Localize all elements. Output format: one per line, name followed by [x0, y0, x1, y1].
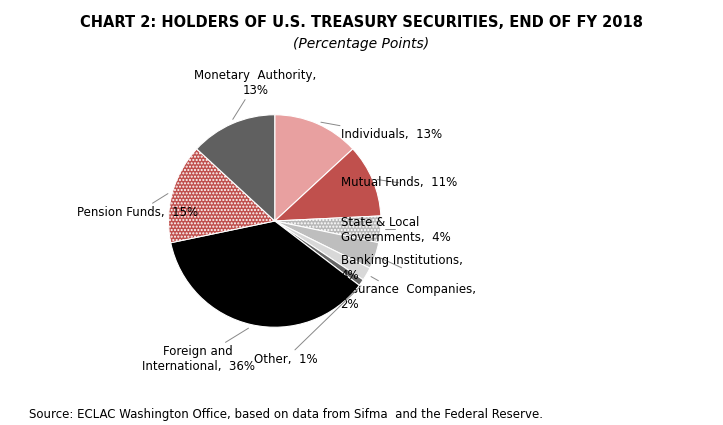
Text: Insurance  Companies,
2%: Insurance Companies, 2% [341, 277, 476, 312]
Wedge shape [168, 149, 275, 243]
Text: Source: ECLAC Washington Office, based on data from Sifma  and the Federal Reser: Source: ECLAC Washington Office, based o… [29, 408, 543, 421]
Text: Individuals,  13%: Individuals, 13% [321, 122, 442, 142]
Wedge shape [275, 115, 353, 221]
Text: (Percentage Points): (Percentage Points) [294, 37, 429, 51]
Text: Foreign and
International,  36%: Foreign and International, 36% [142, 328, 254, 373]
Text: Banking Institutions,
4%: Banking Institutions, 4% [341, 254, 463, 282]
Wedge shape [197, 115, 275, 221]
Wedge shape [275, 221, 370, 280]
Wedge shape [275, 221, 379, 268]
Text: Monetary  Authority,
13%: Monetary Authority, 13% [194, 69, 317, 119]
Wedge shape [275, 149, 381, 221]
Text: Mutual Funds,  11%: Mutual Funds, 11% [341, 176, 457, 189]
Text: CHART 2: HOLDERS OF U.S. TREASURY SECURITIES, END OF FY 2018: CHART 2: HOLDERS OF U.S. TREASURY SECURI… [80, 15, 643, 30]
Wedge shape [275, 221, 363, 285]
Wedge shape [171, 221, 359, 327]
Text: State & Local
Governments,  4%: State & Local Governments, 4% [341, 215, 450, 244]
Text: Pension Funds,  15%: Pension Funds, 15% [77, 194, 198, 219]
Text: Other,  1%: Other, 1% [254, 286, 361, 366]
Wedge shape [275, 216, 381, 243]
